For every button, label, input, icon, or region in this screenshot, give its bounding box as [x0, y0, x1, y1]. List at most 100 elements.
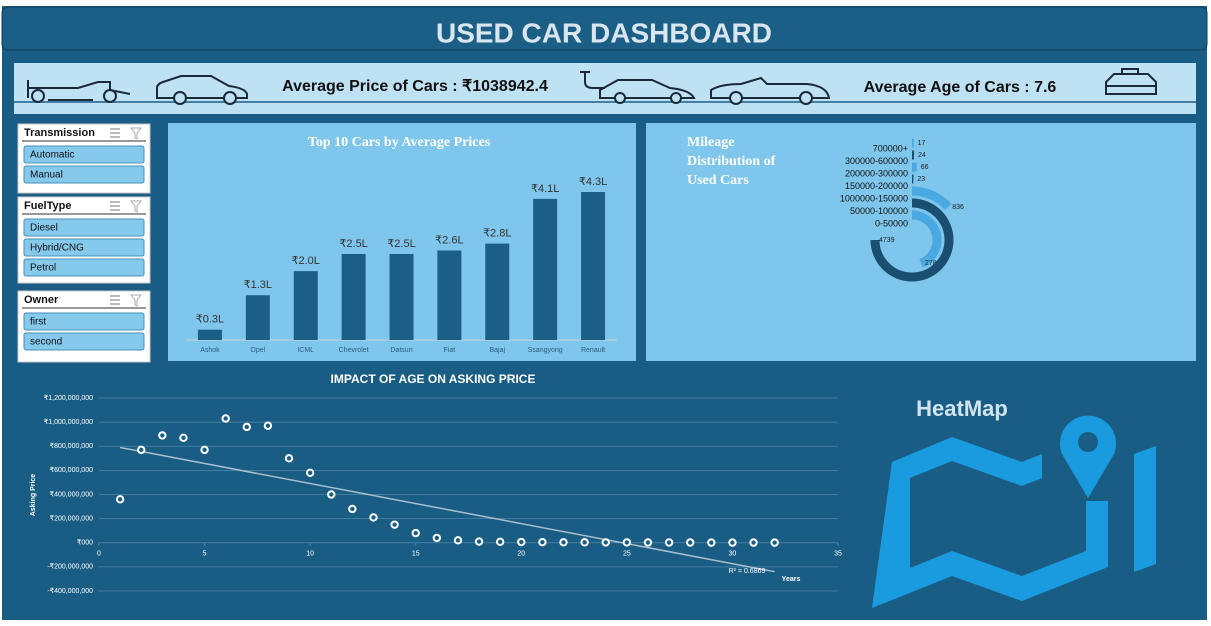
scatter-point: [495, 537, 505, 546]
heatmap-label: HeatMap: [916, 396, 1008, 421]
slicer-item[interactable]: Hybrid/CNG: [23, 238, 145, 257]
convertible-icon: [710, 76, 831, 99]
radial-bar: [911, 186, 952, 211]
multi-select-icon: [110, 295, 120, 305]
wheel: [729, 91, 743, 105]
x-tick-label: 5: [203, 551, 207, 558]
x-tick-label: Bajaj: [489, 347, 505, 354]
slicer-button: [23, 332, 145, 351]
kpi-price: Average Price of Cars : ₹1038942.4: [282, 78, 548, 95]
scatter-point: [538, 537, 547, 547]
bar: [341, 253, 366, 340]
slicer-item[interactable]: second: [23, 332, 145, 351]
legend-label: 0-50000: [875, 218, 908, 228]
bar: [581, 192, 606, 340]
slicer-item[interactable]: Manual: [23, 165, 145, 184]
slicer-button: [23, 145, 145, 164]
legend-label: 150000-200000: [845, 181, 908, 191]
map-shape: [872, 437, 1156, 608]
x-tick-label: 10: [306, 551, 314, 558]
x-tick-label: Renault: [581, 347, 605, 354]
clear-filter-icon: [129, 127, 143, 140]
slicer-item-label: first: [30, 317, 46, 328]
y-tick-label: -₹200,000,000: [47, 563, 93, 571]
slicer-button: [23, 238, 145, 257]
slicer-title: Owner: [24, 294, 59, 306]
slicer-item[interactable]: first: [23, 312, 145, 331]
wheel: [103, 89, 117, 103]
wheel: [614, 92, 626, 104]
legend-label: 200000-300000: [845, 168, 908, 178]
electric-car-icon: [580, 71, 696, 99]
radial-bar: [911, 210, 942, 268]
y-tick-label: ₹800,000,000: [50, 442, 93, 450]
chart-title: Mileage: [687, 135, 734, 150]
bar-value-label: ₹4.3L: [579, 176, 607, 188]
scatter-point: [242, 422, 252, 432]
scatter-point: [221, 414, 230, 423]
bar: [389, 253, 414, 340]
multi-select-icon: [110, 201, 120, 211]
chart-title: Distribution of: [687, 154, 776, 169]
scatter-point: [432, 533, 442, 543]
chart-title: IMPACT OF AGE ON ASKING PRICE: [331, 372, 536, 386]
car-icons: [27, 68, 1157, 105]
x-tick-label: Opel: [250, 347, 265, 354]
slicer-button: [23, 165, 145, 184]
slicer-button: [23, 312, 145, 331]
scatter-point: [305, 468, 315, 477]
bar: [533, 198, 558, 340]
wheel: [799, 91, 813, 105]
scatter-point: [601, 538, 610, 547]
bar: [197, 329, 222, 340]
slicer-item[interactable]: Petrol: [23, 258, 145, 277]
y-tick-label: ₹1,200,000,000: [44, 394, 93, 402]
bar-value-label: ₹0.3L: [196, 314, 224, 326]
bar-value-label: ₹2.0L: [292, 255, 320, 267]
legend-label: 700000+: [873, 143, 908, 153]
bar-value-label: ₹4.1L: [531, 183, 559, 195]
scatter-point: [517, 537, 526, 547]
wheel: [173, 91, 187, 105]
multi-select-icon: [110, 128, 120, 138]
x-axis-title: Years: [782, 576, 801, 583]
x-tick-label: 0: [97, 551, 101, 558]
scatter-point: [200, 445, 209, 455]
map-pin: [1060, 415, 1116, 498]
slicer-item-label: Automatic: [30, 150, 74, 161]
y-axis-title: Asking Price: [30, 474, 37, 517]
clear-filter-icon: [129, 200, 143, 213]
radial-panel: [646, 123, 1196, 361]
x-tick-label: Fiat: [444, 347, 456, 354]
legend-label: 50000-100000: [850, 206, 908, 216]
scatter-point: [728, 538, 737, 547]
slicer-item[interactable]: Diesel: [23, 218, 145, 237]
scatter-point: [327, 490, 336, 499]
wheel: [31, 89, 45, 103]
scatter-point: [643, 538, 653, 547]
y-tick-label: ₹200,000,000: [50, 514, 93, 522]
scatter-point: [622, 538, 632, 547]
scatter-point: [179, 433, 188, 443]
scatter-point: [411, 528, 420, 538]
bar-value-label: ₹2.5L: [387, 238, 415, 250]
scatter-point: [686, 538, 695, 547]
slicer-button: [23, 258, 145, 277]
trendline-label: R² = 0.6869: [729, 568, 766, 575]
slicer-item-label: Hybrid/CNG: [30, 243, 84, 254]
radial-bar: [870, 198, 954, 282]
scatter-point: [749, 538, 758, 547]
scatter-point: [137, 445, 146, 455]
scatter-point: [348, 504, 357, 514]
y-tick-label: -₹400,000,000: [47, 587, 93, 595]
scatter-point: [707, 538, 716, 547]
wheel: [223, 91, 237, 105]
clear-filter-icon: [129, 294, 143, 307]
sedan-icon: [156, 75, 248, 99]
bar-value-label: ₹2.6L: [435, 234, 463, 246]
slicer-item[interactable]: Automatic: [23, 145, 145, 164]
radial-value-label: 17: [918, 140, 926, 147]
bar-value-label: ₹2.8L: [483, 228, 511, 240]
x-tick-label: Ssangyong: [528, 347, 563, 354]
